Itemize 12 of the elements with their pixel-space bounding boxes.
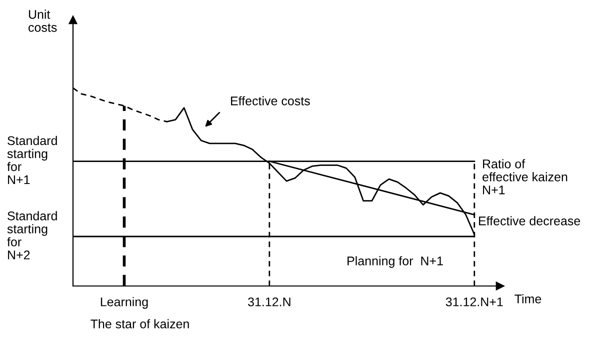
- x-axis-title: Time: [514, 294, 542, 304]
- x-tick-label: 31.12.N: [248, 297, 290, 306]
- ref-line-label: Standard starting for N+2: [7, 211, 57, 260]
- annotation: Effective costs: [231, 96, 310, 106]
- ref-line-label: Standard starting for N+1: [7, 136, 57, 184]
- x-tick-label: Learning: [100, 297, 148, 309]
- annotation: Planning for N+1: [348, 256, 443, 268]
- x-tick-label: 31.12.N+1: [446, 297, 503, 306]
- text: The star of kaizen: [90, 319, 189, 328]
- text: Ratio of effective kaizen N+1: [482, 159, 568, 194]
- text: Effective decrease: [479, 216, 580, 226]
- y-axis-title: Unit costs: [28, 10, 57, 32]
